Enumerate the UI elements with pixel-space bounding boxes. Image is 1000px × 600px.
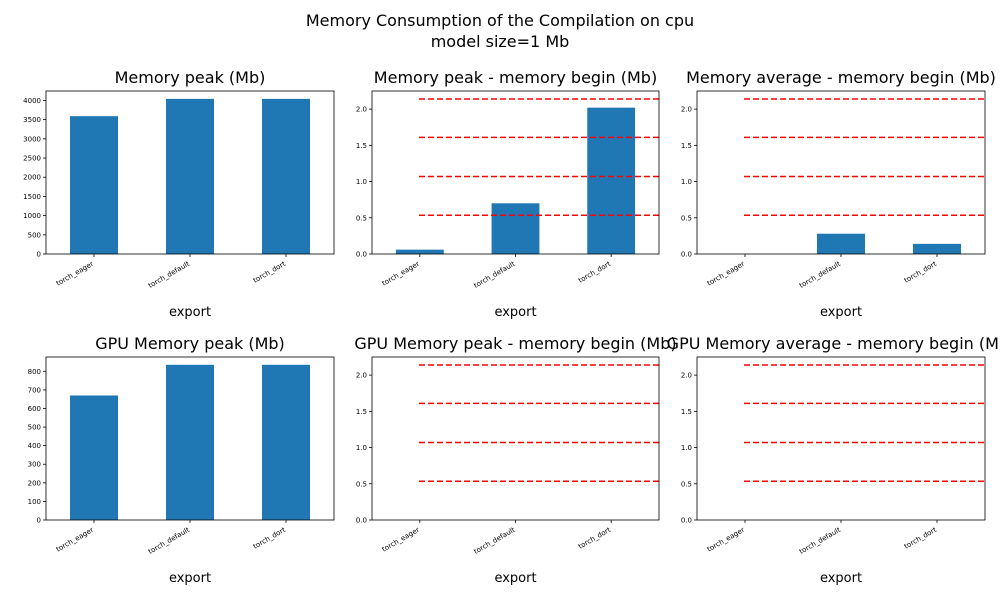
x-axis-label: export <box>494 571 536 586</box>
x-axis-label: export <box>820 571 862 586</box>
x-axis-label: export <box>169 571 211 586</box>
bar-torch_default <box>817 233 865 254</box>
x-tick-label-torch_default: torch_default <box>798 260 842 290</box>
subplots-grid: 05001000150020002500300035004000torch_ea… <box>23 68 1000 586</box>
y-tick-label: 0.0 <box>356 251 367 259</box>
x-tick-label-torch_default: torch_default <box>798 526 842 556</box>
x-tick-label-torch_eager: torch_eager <box>706 260 746 288</box>
subplot-2: 0.0 0.5 1.0 1.5 2.0 torch_eager torch_default t… <box>356 68 660 320</box>
y-tick-label: 0.0 <box>356 517 367 525</box>
x-tick-label-torch_eager: torch_eager <box>381 260 421 288</box>
subplot-1: 0 500 1000 1500 2000 2500 3000 3500 4000 torch_ea… <box>23 68 335 320</box>
y-tick-label: 800 <box>28 368 41 376</box>
bar-torch_dort <box>262 364 310 520</box>
y-tick-label: 500 <box>28 424 41 432</box>
subplot-4: 0 100 200 300 400 500 600 700 800 torch_eager torc… <box>28 334 335 586</box>
subplot-title: Memory average - memory begin (Mb) <box>686 68 996 87</box>
x-tick-label-torch_dort: torch_dort <box>252 526 287 551</box>
x-tick-label-torch_eager: torch_eager <box>55 260 95 288</box>
x-tick-label-torch_dort: torch_dort <box>903 526 938 551</box>
subplot-title: GPU Memory average - memory begin (Mb) <box>667 334 1000 353</box>
y-tick-label: 1.0 <box>356 178 367 186</box>
y-tick-label: 100 <box>28 498 41 506</box>
bar-torch_default <box>491 203 540 254</box>
y-tick-label: 0.5 <box>681 480 692 488</box>
y-tick-label: 3500 <box>23 116 41 124</box>
y-tick-label: 1.0 <box>356 444 367 452</box>
y-tick-label: 1.5 <box>356 408 367 416</box>
y-tick-label: 1.5 <box>356 142 367 150</box>
y-tick-label: 400 <box>28 442 41 450</box>
bar-torch_eager <box>395 249 444 254</box>
y-tick-label: 1.5 <box>681 408 692 416</box>
bar-torch_dort <box>587 107 636 254</box>
x-tick-label-torch_dort: torch_dort <box>903 260 938 285</box>
y-tick-label: 300 <box>28 461 41 469</box>
x-axis-label: export <box>820 305 862 320</box>
y-tick-label: 0.5 <box>681 214 692 222</box>
subplot-5: 0.0 0.5 1.0 1.5 2.0 torch_eager torch_default t… <box>354 334 676 586</box>
bar-torch_dort <box>913 243 961 254</box>
y-tick-label: 500 <box>28 231 41 239</box>
x-tick-label-torch_eager: torch_eager <box>55 526 95 554</box>
y-tick-label: 1.0 <box>681 178 692 186</box>
x-tick-label-torch_default: torch_default <box>147 260 191 290</box>
y-tick-label: 200 <box>28 479 41 487</box>
x-axis-label: export <box>169 305 211 320</box>
y-tick-label: 1.0 <box>681 444 692 452</box>
subplot-title: GPU Memory peak - memory begin (Mb) <box>354 334 676 353</box>
y-tick-label: 0 <box>37 517 41 525</box>
x-tick-label-torch_default: torch_default <box>147 526 191 556</box>
y-tick-label: 0.5 <box>356 480 367 488</box>
bar-torch_eager <box>70 395 118 520</box>
x-tick-label-torch_dort: torch_dort <box>577 526 612 551</box>
subplot-3: 0.0 0.5 1.0 1.5 2.0 torch_eager torch_default t… <box>681 68 996 320</box>
y-tick-label: 4000 <box>23 97 41 105</box>
y-tick-label: 1500 <box>23 193 41 201</box>
x-tick-label-torch_dort: torch_dort <box>252 260 287 285</box>
axes-frame <box>696 90 986 255</box>
y-tick-label: 2.0 <box>681 372 692 380</box>
x-tick-label-torch_eager: torch_eager <box>381 526 421 554</box>
y-tick-label: 0.0 <box>681 517 692 525</box>
x-axis-label: export <box>494 305 536 320</box>
subplot-title: Memory peak (Mb) <box>115 68 266 87</box>
x-tick-label-torch_default: torch_default <box>473 260 517 290</box>
x-tick-label-torch_default: torch_default <box>473 526 517 556</box>
figure-title-line2: model size=1 Mb <box>431 32 570 51</box>
figure-title-line1: Memory Consumption of the Compilation on… <box>306 11 694 30</box>
bar-torch_default <box>166 364 214 520</box>
subplot-title: Memory peak - memory begin (Mb) <box>374 68 657 87</box>
y-tick-label: 0.5 <box>356 214 367 222</box>
y-tick-label: 3000 <box>23 135 41 143</box>
subplot-title: GPU Memory peak (Mb) <box>95 334 285 353</box>
y-tick-label: 0 <box>37 251 41 259</box>
y-tick-label: 2.0 <box>356 372 367 380</box>
bar-torch_default <box>166 98 214 254</box>
axes-frame <box>696 356 986 521</box>
y-tick-label: 600 <box>28 405 41 413</box>
y-tick-label: 1.5 <box>681 142 692 150</box>
y-tick-label: 2.0 <box>681 106 692 114</box>
bar-torch_eager <box>70 116 118 255</box>
x-tick-label-torch_eager: torch_eager <box>706 526 746 554</box>
y-tick-label: 700 <box>28 386 41 394</box>
y-tick-label: 0.0 <box>681 251 692 259</box>
x-tick-label-torch_dort: torch_dort <box>577 260 612 285</box>
bar-torch_dort <box>262 98 310 254</box>
y-tick-label: 2500 <box>23 155 41 163</box>
axes-frame <box>371 356 660 521</box>
subplot-6: 0.0 0.5 1.0 1.5 2.0 torch_eager torch_default t… <box>667 334 1000 586</box>
y-tick-label: 2000 <box>23 174 41 182</box>
y-tick-label: 1000 <box>23 212 41 220</box>
y-tick-label: 2.0 <box>356 106 367 114</box>
